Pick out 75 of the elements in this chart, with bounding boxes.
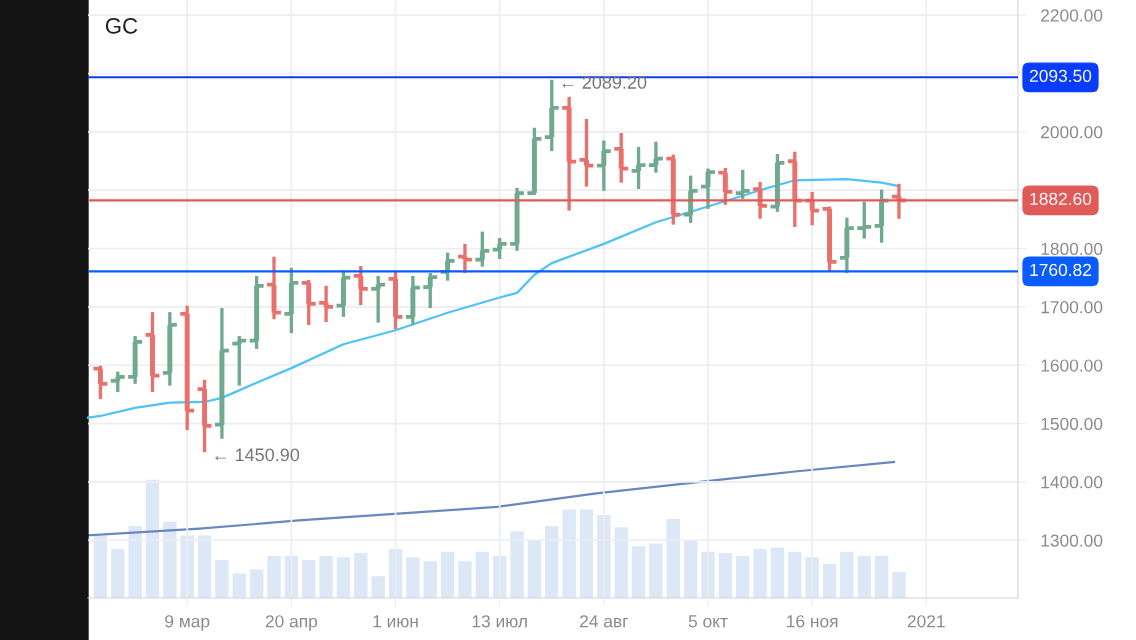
x-tick-label: 16 ноя <box>787 615 838 628</box>
ref-line-label: 1760.82 <box>1030 263 1091 277</box>
bar <box>319 555 333 598</box>
bar <box>736 555 750 598</box>
candlestick <box>492 238 507 260</box>
bar <box>128 525 142 598</box>
bar <box>857 555 871 598</box>
bar <box>93 535 108 598</box>
bar <box>683 540 698 598</box>
bar <box>267 555 281 598</box>
y-tick-label: 1500.00 <box>1041 417 1103 431</box>
bar <box>892 572 906 598</box>
candlestick <box>631 147 646 190</box>
candlestick <box>857 200 872 239</box>
bar <box>788 551 802 598</box>
bar <box>649 543 663 598</box>
candlestick <box>718 168 733 205</box>
x-tick-label: 9 мар <box>165 615 210 631</box>
bar <box>475 551 490 598</box>
candlestick <box>319 284 334 324</box>
bar <box>163 521 177 598</box>
bar <box>302 559 316 598</box>
bar <box>232 573 246 598</box>
x-tick-label: 20 апр <box>265 615 318 631</box>
bar <box>527 540 542 598</box>
bar <box>718 553 733 598</box>
x-tick-label: 24 авг <box>580 615 629 628</box>
candlestick <box>93 365 108 401</box>
x-tick-label: 1 июн <box>373 615 418 628</box>
bar <box>874 555 889 598</box>
bar <box>562 509 576 598</box>
candlestick <box>353 266 368 307</box>
candlestick <box>596 140 611 191</box>
bar <box>336 557 351 598</box>
ref-line-label: 2093.50 <box>1029 69 1092 82</box>
bar <box>249 569 264 598</box>
y-tick-label: 2000.00 <box>1041 126 1103 139</box>
bar <box>215 559 229 598</box>
bar <box>840 551 854 598</box>
bar <box>423 561 437 598</box>
bar <box>614 527 628 598</box>
annotation: ← 2089.20 <box>562 76 647 89</box>
candlestick <box>423 273 438 310</box>
bar <box>753 549 767 598</box>
bar <box>822 564 837 598</box>
candlestick <box>648 141 663 173</box>
y-tick-label: 1800.00 <box>1041 242 1103 255</box>
candlestick <box>614 133 629 183</box>
bar <box>197 535 212 598</box>
y-tick-label: 1700.00 <box>1041 301 1103 314</box>
x-tick-label: 13 июл <box>472 615 527 628</box>
bar <box>111 549 125 598</box>
x-tick-label: 2021 <box>907 615 945 628</box>
y-tick-label: 1300.00 <box>1041 534 1103 547</box>
annotation: ← 1450.90 <box>215 448 300 462</box>
bar <box>371 576 385 598</box>
text: GC <box>105 18 138 34</box>
ref-line-label: 1882.60 <box>1030 192 1092 205</box>
x-tick-label: 5 окт <box>688 615 728 628</box>
bar <box>510 531 524 598</box>
bar <box>354 553 368 598</box>
y-tick-label: 1400.00 <box>1041 476 1103 489</box>
y-tick-label: 1600.00 <box>1041 359 1103 372</box>
bar <box>666 519 680 598</box>
bar <box>545 525 559 598</box>
y-tick-label: 2200.00 <box>1041 9 1103 22</box>
bar <box>579 509 594 598</box>
bar <box>440 551 455 598</box>
candlestick <box>110 371 125 394</box>
candlestick <box>371 274 386 323</box>
bar <box>145 479 160 598</box>
bar <box>631 546 646 598</box>
bar <box>458 561 472 598</box>
bar <box>770 547 785 598</box>
bar <box>406 557 420 598</box>
